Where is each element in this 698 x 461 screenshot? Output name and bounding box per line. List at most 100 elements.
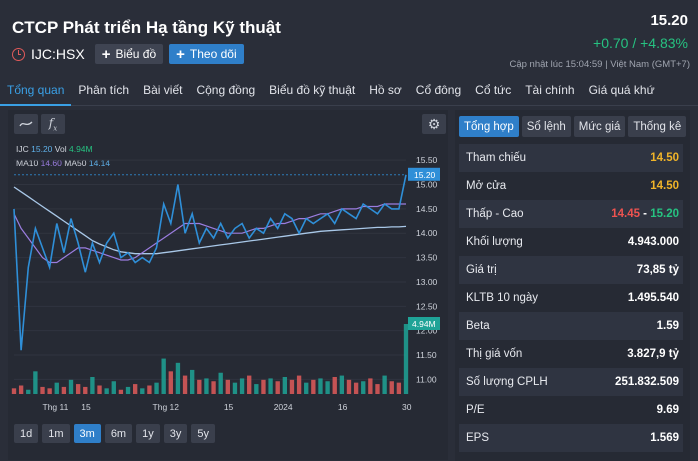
volume-bar [311,379,316,394]
stat-label: P/E [466,404,485,416]
volume-bar [225,379,230,394]
stat-separator: - [639,208,651,220]
gear-icon: ⚙ [427,115,441,132]
y-tick-label: 11.50 [416,350,437,360]
stat-row: Beta 1.59 [459,312,683,340]
legend-vol: 4.94M [68,144,93,154]
plus-icon: + [176,45,185,63]
chart-legend-ma: MA10 14.60 MA50 14.14 [16,158,110,168]
nav-tab[interactable]: Phân tích [78,83,130,97]
legend-symbol: IJC [16,144,29,154]
nav-tab[interactable]: Cộng đồng [196,83,256,97]
volume-bar [197,379,202,394]
stat-row: KLTB 10 ngày 1.495.540 [459,284,683,312]
nav-tab[interactable]: Cổ tức [475,83,512,97]
volume-bar [33,371,38,394]
range-button-3y[interactable]: 3y [163,424,188,443]
indicator-button[interactable]: fx [41,114,65,134]
x-tick-label: 2024 [274,402,293,412]
volume-bar [204,378,209,394]
volume-bar [68,379,74,394]
volume-bar [97,385,102,394]
nav-tab[interactable]: Tổng quan [0,82,72,106]
stat-value: 251.832.509 [615,376,679,388]
ticker-row: IJC:HSX + Biểu đồ + Theo dõi [12,44,244,64]
x-tick-label: 15 [81,402,91,412]
x-tick-label: Thg 12 [153,402,180,412]
follow-button[interactable]: + Theo dõi [169,44,244,64]
volume-bar [353,382,359,394]
chart-button[interactable]: + Biểu đồ [94,44,164,64]
stat-value: 9.69 [656,404,679,416]
volume-bar [261,379,266,394]
stat-label: Giá trị [466,264,497,276]
range-button-1d[interactable]: 1d [14,424,39,443]
nav-tab[interactable]: Hồ sơ [369,83,402,97]
nav-tab[interactable]: Biểu đồ kỹ thuật [269,83,356,97]
nav-tab[interactable]: Giá quá khứ [588,83,655,97]
nav-tab[interactable]: Bài viết [143,83,183,97]
volume-bar [190,369,195,394]
chart-settings-button[interactable]: ⚙ [422,114,446,134]
nav-tab[interactable]: Cổ đông [415,83,462,97]
stat-value: 4.943.000 [627,236,679,248]
volume-bar [118,389,124,394]
range-button-1m[interactable]: 1m [42,424,70,443]
volume-bar [11,388,17,394]
line-style-button[interactable] [14,114,38,134]
volume-bar [147,385,152,394]
stat-label: Beta [466,320,490,332]
stat-label: KLTB 10 ngày [466,292,539,304]
volume-bar [325,381,330,394]
stat-value: 1.59 [656,320,679,332]
stat-row: Tham chiếu 14.50 [459,144,683,172]
volume-bar [332,376,337,394]
volume-bar [161,358,166,394]
y-tick-label: 14.50 [416,204,438,214]
stats-tab[interactable]: Sổ lệnh [521,116,571,137]
stats-tabs: Tổng hợp Sổ lệnh Mức giá Thống kê [459,116,687,137]
range-button-3m[interactable]: 3m [73,424,101,443]
volume-bar [154,382,159,394]
line-style-icon [19,121,33,127]
volume-bar [218,372,223,394]
volume-bar [182,375,188,394]
volume-bar [75,384,81,394]
stat-label: Mở cửa [466,180,507,192]
volume-bar [83,386,88,394]
stat-value: 1.495.540 [627,292,679,304]
stats-tab[interactable]: Tổng hợp [459,116,519,137]
stats-tab[interactable]: Mức giá [573,116,626,137]
stat-row: Thấp - Cao 14.45 - 15.20 [459,200,683,228]
last-volume-badge [408,317,440,330]
volume-bar [175,362,181,394]
volume-bar [26,389,31,394]
stats-tab[interactable]: Thống kê [628,116,687,137]
stat-row: Khối lượng 4.943.000 [459,228,683,256]
volume-bar [90,376,95,394]
stat-label: Thấp - Cao [466,208,524,220]
legend-ma50: 14.14 [88,158,111,168]
stat-row: Giá trị 73,85 tỷ [459,256,683,284]
stat-row: Thị giá vốn 3.827,9 tỷ [459,340,683,368]
volume-bar [389,381,394,394]
y-tick-label: 11.00 [416,374,437,384]
stat-row: P/E 9.69 [459,396,683,424]
volume-bar [239,378,245,394]
stat-row: Số lượng CPLH 251.832.509 [459,368,683,396]
stat-value: 14.45 - 15.20 [611,208,679,220]
volume-bar [282,376,288,394]
chart-button-label: Biểu đồ [115,47,157,61]
range-button-6m[interactable]: 6m [104,424,133,443]
stat-label: Thị giá vốn [466,348,523,360]
y-tick-label: 12.50 [416,301,438,311]
nav-tab[interactable]: Tài chính [525,83,575,97]
range-button-1y[interactable]: 1y [136,424,160,443]
y-tick-label: 12.00 [416,326,438,336]
volume-bar [382,375,387,394]
volume-bar [47,388,52,394]
stock-header: CTCP Phát triển Hạ tầng Kỹ thuật IJC:HSX… [0,0,698,80]
stat-row: EPS 1.569 [459,424,683,452]
price-volume-chart[interactable]: 15.50 15.00 14.50 14.00 13.50 13.00 12.50 12.00… [8,140,448,420]
range-button-5y[interactable]: 5y [191,424,215,443]
